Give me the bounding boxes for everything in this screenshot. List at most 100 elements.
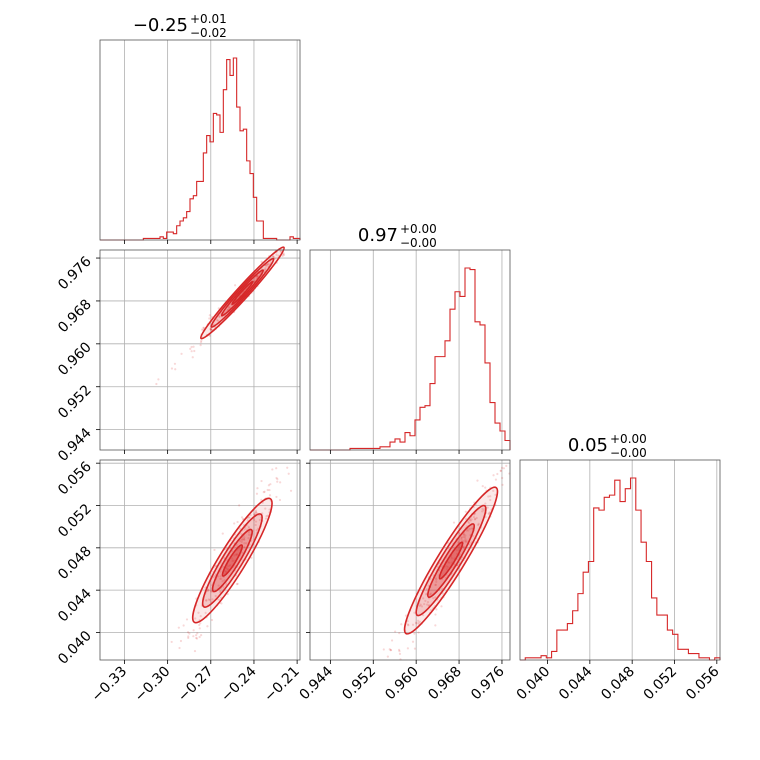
histogram-panel: 0.97 +0.00−0.00: [309, 222, 511, 454]
scatter-point: [265, 263, 268, 266]
x-tick-label: 0.044: [556, 663, 596, 703]
scatter-point: [472, 515, 476, 519]
scatter-point: [286, 466, 289, 469]
scatter-point: [157, 378, 160, 381]
scatter-point: [382, 648, 385, 651]
x-tick-label: −0.21: [261, 664, 303, 706]
scatter-point: [170, 640, 173, 644]
scatter-point: [170, 367, 174, 370]
scatter-point: [279, 481, 282, 484]
histogram-step: [310, 267, 511, 451]
scatter-point: [228, 564, 231, 568]
scatter-point: [208, 334, 211, 337]
scatter-point: [467, 520, 470, 523]
scatter-point: [457, 541, 460, 544]
scatter-point: [489, 498, 492, 502]
scatter-point: [205, 599, 208, 602]
scatter-point: [220, 602, 223, 605]
scatter-point: [266, 514, 269, 517]
scatter-point: [186, 631, 190, 634]
scatter-point: [155, 382, 158, 386]
scatter-point: [487, 512, 490, 515]
scatter-point: [218, 315, 221, 318]
scatter-point: [240, 540, 243, 543]
scatter-point: [223, 579, 226, 582]
scatter-point: [199, 615, 202, 618]
scatter-point: [445, 565, 448, 568]
scatter-point: [233, 522, 236, 525]
contour-level: [438, 541, 464, 580]
scatter-point: [236, 520, 239, 524]
scatter-point: [484, 502, 487, 505]
scatter-point: [229, 564, 232, 567]
scatter-point: [464, 517, 468, 521]
scatter-point: [404, 614, 408, 617]
scatter-point: [193, 349, 196, 353]
y-tick-label: 0.952: [55, 382, 95, 422]
scatter-point: [276, 477, 279, 481]
scatter-point: [462, 535, 465, 538]
scatter-point: [243, 528, 246, 531]
scatter-point: [492, 474, 495, 477]
scatter-point: [218, 315, 221, 318]
scatter-point: [272, 255, 275, 258]
histogram-panel: 0.040 0.044 0.048 0.052 0.056 0.05 +0.00−0.00: [514, 432, 723, 703]
scatter-point: [260, 260, 263, 263]
scatter-point: [195, 637, 199, 640]
scatter-point: [476, 479, 479, 482]
scatter-point: [386, 655, 389, 658]
scatter-point: [255, 492, 259, 495]
scatter-point: [221, 580, 224, 583]
scatter-point: [254, 511, 257, 515]
scatter-point: [473, 518, 477, 521]
scatter-point: [432, 597, 435, 600]
scatter-point: [440, 605, 443, 608]
scatter-point: [400, 623, 403, 626]
scatter-point: [287, 472, 290, 475]
scatter-point: [499, 469, 502, 473]
scatter-point: [247, 533, 251, 536]
scatter-point: [415, 622, 418, 625]
scatter-point: [209, 590, 213, 593]
scatter-point: [180, 352, 183, 355]
scatter-point: [206, 625, 209, 628]
scatter-point: [464, 510, 467, 513]
scatter-point: [200, 339, 203, 342]
scatter-point: [481, 485, 484, 488]
scatter-point: [217, 307, 220, 310]
scatter-point: [426, 603, 429, 606]
scatter-point: [470, 518, 473, 521]
scatter-point: [245, 542, 248, 545]
scatter-point: [275, 467, 278, 470]
scatter-point: [256, 487, 259, 490]
scatter-point: [192, 635, 195, 638]
y-tick-label: 0.048: [55, 543, 95, 583]
scatter-point: [265, 265, 268, 268]
scatter-point: [450, 557, 454, 560]
scatter-point: [398, 650, 401, 653]
scatter-point: [272, 255, 275, 259]
scatter-point: [271, 468, 274, 471]
scatter-point: [394, 630, 397, 633]
scatter-point: [489, 495, 492, 498]
scatter-point: [481, 510, 484, 513]
scatter-point: [434, 624, 437, 627]
scatter-point: [235, 553, 239, 556]
scatter-point: [268, 494, 272, 497]
scatter-point: [255, 511, 258, 515]
scatter-point: [455, 549, 458, 552]
scatter-point: [219, 590, 222, 593]
scatter-point: [434, 577, 438, 580]
scatter-point: [207, 589, 210, 592]
scatter-point: [207, 598, 210, 601]
scatter-point: [462, 533, 465, 536]
scatter-point: [422, 614, 425, 617]
panel-title-lower: −0.02: [190, 26, 227, 40]
scatter-point: [226, 568, 229, 571]
scatter-point: [217, 319, 220, 322]
scatter-point: [434, 613, 437, 616]
scatter-point: [435, 580, 438, 583]
scatter-point: [198, 635, 201, 639]
scatter-point: [487, 495, 490, 498]
scatter-point: [406, 623, 410, 626]
